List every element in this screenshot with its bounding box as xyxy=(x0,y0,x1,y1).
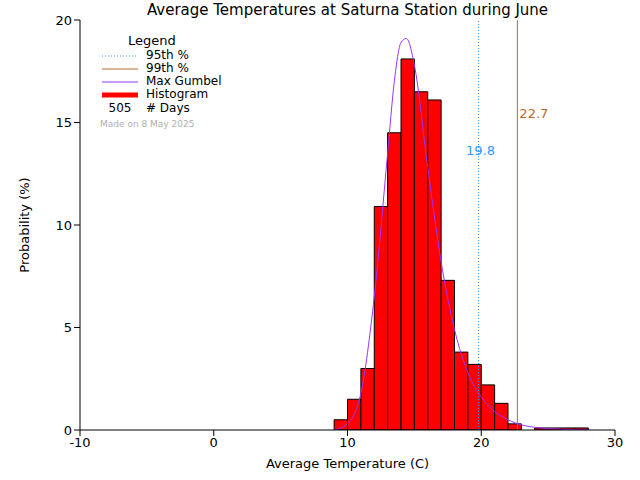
svg-text:0: 0 xyxy=(64,423,72,438)
svg-text:-10: -10 xyxy=(69,435,90,450)
svg-text:20: 20 xyxy=(473,435,490,450)
html-text:Legend: Legend xyxy=(128,33,176,48)
svg-text:22.7: 22.7 xyxy=(519,106,548,121)
svg-text:0: 0 xyxy=(210,435,218,450)
html-text:505: 505 xyxy=(108,100,132,115)
svg-text:5: 5 xyxy=(64,320,72,335)
svg-text:19.8: 19.8 xyxy=(466,143,495,158)
svg-text:Average Temperature (C): Average Temperature (C) xyxy=(266,456,429,471)
html-text:Histogram: Histogram xyxy=(146,87,209,101)
html-text:# Days: # Days xyxy=(146,100,190,115)
html-text:99th %: 99th % xyxy=(146,61,189,75)
svg-text:10: 10 xyxy=(339,435,356,450)
svg-text:10: 10 xyxy=(55,218,72,233)
html-text:Made on 8 May 2025: Made on 8 May 2025 xyxy=(100,119,195,129)
html-text:Average Temperatures at Saturn: Average Temperatures at Saturna Station … xyxy=(146,1,549,19)
svg-text:15: 15 xyxy=(55,115,72,130)
html-text:Max Gumbel: Max Gumbel xyxy=(146,74,222,88)
svg-text:30: 30 xyxy=(607,435,624,450)
svg-text:20: 20 xyxy=(55,13,72,28)
svg-text:Probability (%): Probability (%) xyxy=(17,177,32,272)
html-text:95th %: 95th % xyxy=(146,48,189,62)
